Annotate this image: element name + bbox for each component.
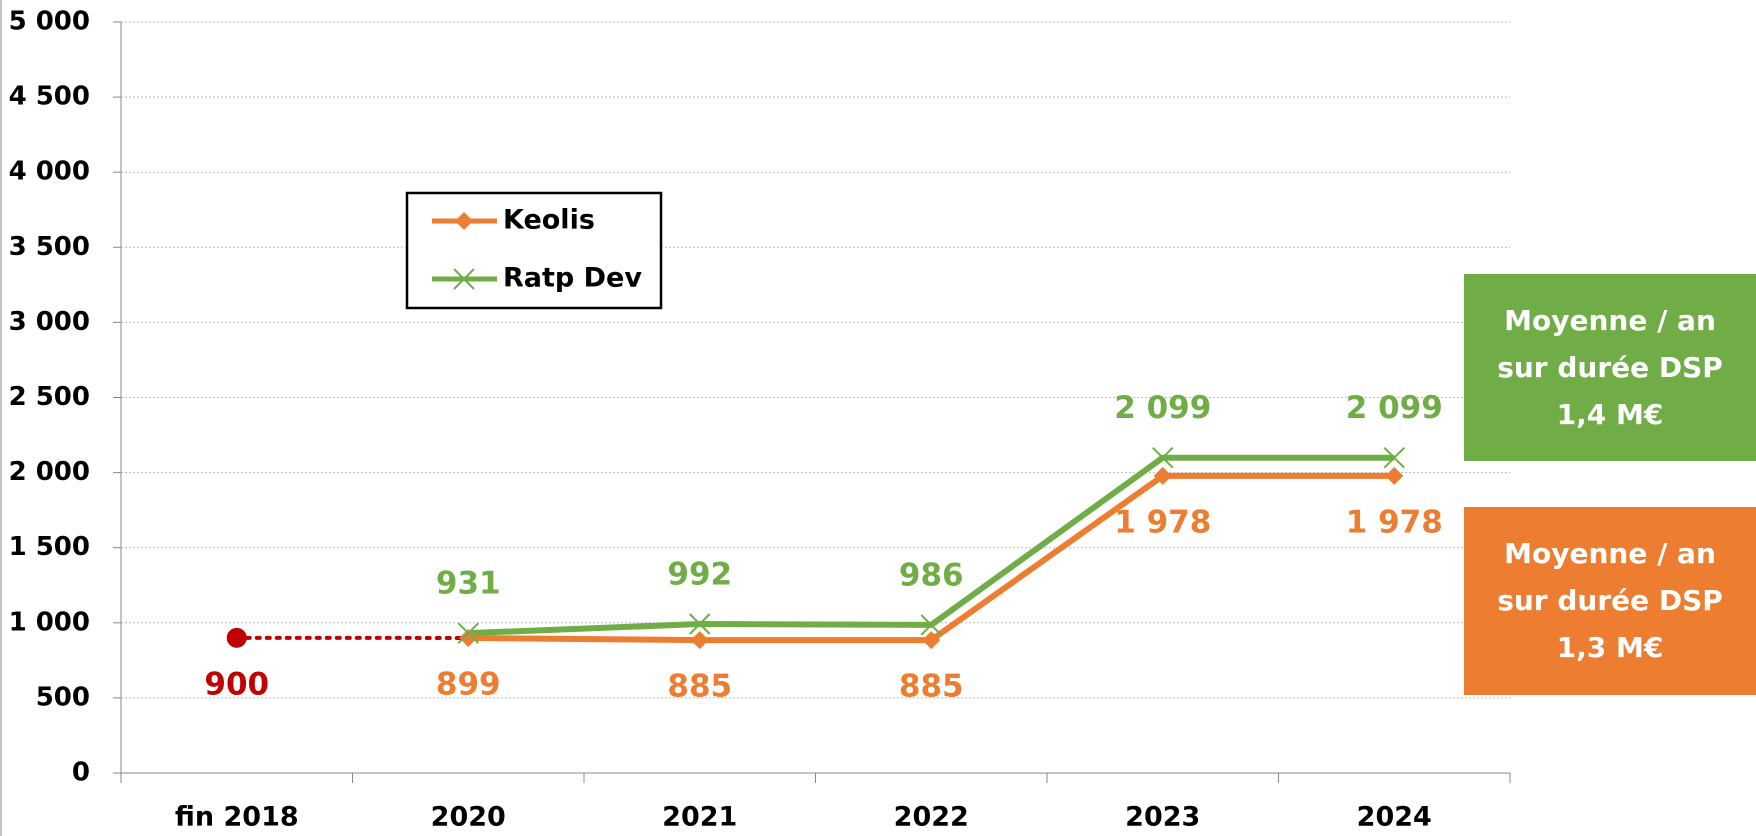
y-tick-label: 5 000	[9, 7, 90, 37]
x-tick-label: fin 2018	[175, 802, 299, 833]
x-tick-label: 2024	[1357, 802, 1432, 833]
y-tick-label: 3 500	[9, 232, 90, 262]
y-tick-label: 2 500	[9, 382, 90, 412]
marker	[459, 628, 478, 647]
data-label: 931	[436, 566, 501, 602]
data-label: 900	[204, 666, 269, 702]
y-tick-label: 500	[36, 682, 90, 712]
annotation-text: Moyenne / an	[1504, 537, 1716, 570]
marker	[920, 614, 942, 636]
annotation-box	[1464, 507, 1756, 695]
annotation-text: Moyenne / an	[1504, 304, 1716, 337]
x-tick-label: 2020	[431, 802, 506, 833]
y-tick-label: 1 000	[9, 607, 90, 637]
annotation-text: sur durée DSP	[1497, 584, 1723, 617]
annotation-text: 1,4 M€	[1557, 398, 1664, 431]
marker	[455, 212, 473, 230]
marker	[226, 627, 247, 648]
data-label: 2 099	[1114, 390, 1211, 426]
y-tick-label: 4 500	[9, 82, 90, 112]
marker	[689, 613, 711, 635]
x-tick-label: 2021	[662, 802, 737, 833]
legend-box	[405, 191, 663, 310]
data-label: 885	[899, 669, 964, 705]
y-tick-label: 2 000	[9, 457, 90, 487]
annotation-box	[1464, 274, 1756, 461]
data-label: 992	[667, 557, 732, 593]
marker	[1383, 447, 1405, 469]
data-label: 2 099	[1346, 390, 1443, 426]
y-tick-label: 3 000	[9, 307, 90, 337]
marker	[453, 268, 475, 290]
x-tick-label: 2023	[1125, 802, 1200, 833]
marker	[457, 622, 479, 644]
annotation-text: 1,3 M€	[1557, 631, 1664, 664]
x-tick-label: 2022	[894, 802, 969, 833]
marker	[922, 631, 941, 650]
legend-label: Ratp Dev	[503, 263, 642, 294]
y-tick-label: 4 000	[9, 157, 90, 187]
y-tick-label: 0	[72, 758, 90, 788]
marker	[1152, 447, 1174, 469]
y-tick-label: 1 500	[9, 532, 90, 562]
data-label: 885	[667, 669, 732, 705]
data-label: 1 978	[1346, 504, 1443, 540]
data-label: 1 978	[1114, 504, 1211, 540]
data-label: 986	[899, 557, 964, 593]
data-label: 899	[436, 666, 501, 702]
legend-label: Keolis	[503, 205, 595, 236]
annotation-text: sur durée DSP	[1497, 351, 1723, 384]
marker	[1153, 466, 1172, 485]
marker	[690, 631, 709, 650]
legend: Keolis Ratp Dev	[405, 191, 663, 310]
marker	[1385, 466, 1404, 485]
